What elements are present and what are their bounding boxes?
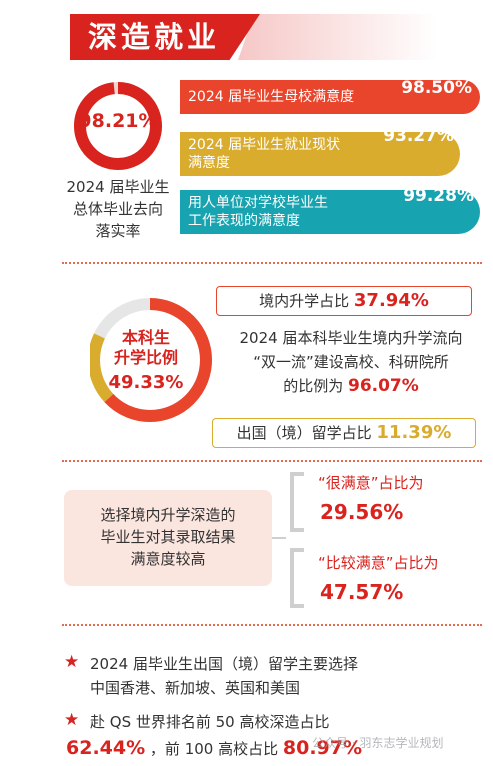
bracket-lower xyxy=(290,548,304,608)
satisfaction-bar-label-line: 工作表现的满意度 xyxy=(188,213,300,229)
domestic-study-value: 37.94% xyxy=(353,290,429,311)
dotted-divider xyxy=(62,262,482,264)
overall-donut-arc xyxy=(74,82,162,170)
satisfaction-bar-label-line: 满意度 xyxy=(188,155,230,171)
bracket-connector xyxy=(272,472,304,608)
description-line: 2024 届本科毕业生境内升学流向 xyxy=(239,329,463,347)
bullet-destinations: 2024 届毕业生出国（境）留学主要选择 中国香港、新加坡、英国和美国 xyxy=(90,652,358,700)
domestic-study-box xyxy=(216,286,472,316)
satisfaction-bar-label-line: 用人单位对学校毕业生 xyxy=(188,195,328,211)
section-banner xyxy=(70,14,260,60)
admission-text-line: 选择境内升学深造的 xyxy=(100,506,236,524)
bullet-qs-line2: 62.44% ，前 100 高校占比 80.97% xyxy=(66,736,362,761)
dotted-divider xyxy=(62,624,482,626)
very-satisfied-label: “很满意”占比为 xyxy=(318,474,424,492)
abroad-study-value: 11.39% xyxy=(376,422,452,443)
satisfaction-bar-value: 98.50% xyxy=(401,78,472,98)
satisfaction-bar-value: 99.28% xyxy=(403,186,474,206)
satisfaction-bar-label-line: 2024 届毕业生就业现状 xyxy=(188,137,341,153)
qs-top50-value: 62.44% xyxy=(66,737,146,759)
domestic-study-text: 境内升学占比 37.94% xyxy=(216,286,472,316)
satisfaction-bar-alma-mater xyxy=(180,80,480,114)
admission-text-line: 毕业生对其录取结果 xyxy=(100,528,236,546)
further-study-label-line: 本科生 xyxy=(121,328,170,347)
further-study-abroad-arc xyxy=(90,298,212,422)
overall-rate-donut xyxy=(74,82,162,170)
very-satisfied-value: 29.56% xyxy=(320,500,404,524)
fairly-satisfied-label: “比较满意”占比为 xyxy=(318,554,439,572)
admission-satisfaction-text: 选择境内升学深造的 毕业生对其录取结果 满意度较高 xyxy=(64,504,272,570)
domestic-study-label: 境内升学占比 xyxy=(259,292,350,310)
satisfaction-bar-label: 2024 届毕业生母校满意度 xyxy=(188,89,355,105)
bullet-qs-line1: 赴 QS 世界排名前 50 高校深造占比 xyxy=(90,713,330,731)
overall-donut-center xyxy=(88,96,148,156)
overall-caption-line: 总体毕业去向 xyxy=(72,200,163,218)
dotted-divider xyxy=(62,460,482,462)
bullet-line: 中国香港、新加坡、英国和美国 xyxy=(90,679,301,697)
admission-text-line: 满意度较高 xyxy=(130,550,206,568)
satisfaction-bar-employment xyxy=(180,132,460,176)
star-icon: ★ xyxy=(64,710,80,730)
satisfaction-bar-label: 用人单位对学校毕业生 工作表现的满意度 xyxy=(188,194,328,230)
overall-caption-line: 2024 届毕业生 xyxy=(66,178,170,196)
further-study-label: 本科生 升学比例 xyxy=(96,328,196,368)
star-icon: ★ xyxy=(64,652,80,672)
bracket-upper xyxy=(290,472,304,532)
description-highlight-value: 96.07% xyxy=(347,376,419,396)
watermark: 公众号 · 羽东志学业规划 xyxy=(312,736,444,750)
overall-caption-line: 落实率 xyxy=(95,222,141,240)
abroad-study-label: 出国（境）留学占比 xyxy=(236,424,372,442)
abroad-study-text: 出国（境）留学占比 11.39% xyxy=(212,418,476,448)
overall-rate-caption: 2024 届毕业生 总体毕业去向 落实率 xyxy=(56,176,180,242)
description-prefix: 的比例为 xyxy=(283,377,344,395)
domestic-destination-description: 2024 届本科毕业生境内升学流向 “双一流”建设高校、科研院所 的比例为 96… xyxy=(220,326,482,398)
further-study-label-line: 升学比例 xyxy=(113,348,178,367)
fairly-satisfied-value: 47.57% xyxy=(320,580,404,604)
satisfaction-bar-label: 2024 届毕业生就业现状 满意度 xyxy=(188,136,340,172)
section-title: 深造就业 xyxy=(88,20,221,54)
bullet-line: 2024 届毕业生出国（境）留学主要选择 xyxy=(90,655,358,673)
banner-decoration xyxy=(238,14,438,60)
further-study-domestic-arc xyxy=(90,298,212,422)
further-study-value: 49.33% xyxy=(108,372,184,393)
overall-rate-value: 98.21% xyxy=(78,110,158,132)
description-line: “双一流”建设高校、科研院所 xyxy=(253,353,449,371)
satisfaction-bar-employer xyxy=(180,190,480,234)
satisfaction-bar-value: 93.27% xyxy=(383,126,454,146)
admission-satisfaction-box xyxy=(64,490,272,586)
abroad-study-box xyxy=(212,418,476,448)
qs-top100-label: ，前 100 高校占比 xyxy=(149,740,279,758)
description-line: 的比例为 96.07% xyxy=(220,374,482,398)
qs-top100-value: 80.97% xyxy=(282,737,363,759)
further-study-donut xyxy=(90,298,212,422)
